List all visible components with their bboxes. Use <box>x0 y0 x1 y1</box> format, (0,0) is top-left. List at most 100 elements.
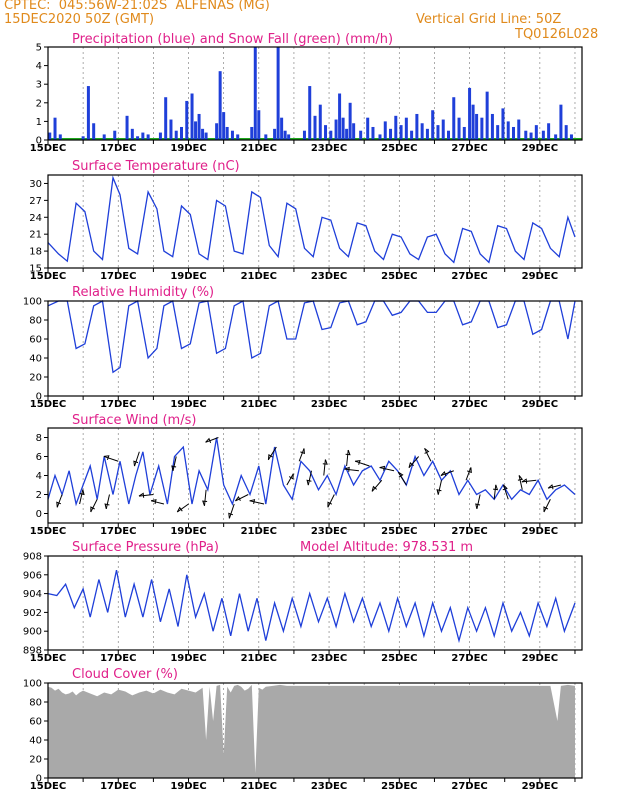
wind-arrow-head <box>205 437 212 443</box>
wind-arrow-head <box>322 459 328 465</box>
pressure-xtick-label: 15DEC <box>30 653 66 664</box>
precip-bar <box>302 130 306 140</box>
precip-bar <box>352 123 356 140</box>
cloud-xtick-label: 27DEC <box>451 781 487 792</box>
cloud-ytick-label: 100 <box>23 679 42 690</box>
precip-bar <box>420 123 424 140</box>
wind-xtick-label: 15DEC <box>30 526 66 537</box>
rh-xtick-label: 19DEC <box>170 399 206 410</box>
precip-bar <box>425 128 429 140</box>
wind-arrow-head <box>493 484 499 491</box>
pressure-ytick-label: 908 <box>23 552 42 563</box>
precip-xtick-label: 17DEC <box>100 143 136 154</box>
cloud-xtick-label: 25DEC <box>381 781 417 792</box>
precip-bar <box>534 125 538 140</box>
precip-bar <box>475 113 479 140</box>
precip-bar <box>273 128 277 140</box>
wind-arrow-head <box>56 501 62 508</box>
wind-arrow-head <box>104 503 110 510</box>
temp-ytick-label: 27 <box>29 196 42 207</box>
rh-ytick-label: 60 <box>29 335 42 346</box>
precip-bar <box>236 134 240 140</box>
precip-bar <box>81 136 85 140</box>
wind-arrow-head <box>288 473 294 480</box>
wind-arrow <box>408 456 420 469</box>
precip-bar <box>441 119 445 140</box>
temp-xtick-label: 17DEC <box>100 271 136 282</box>
precip-bar <box>197 113 201 140</box>
precip-bar <box>554 134 558 140</box>
rh-xtick-label: 15DEC <box>30 399 66 410</box>
run-code: TQ0126L028 <box>515 27 599 42</box>
wind-arrow-head <box>249 499 256 505</box>
wind-arrow-head <box>379 465 386 471</box>
wind-arrow <box>371 479 383 492</box>
temp-xtick-label: 25DEC <box>381 271 417 282</box>
wind-arrow <box>346 449 349 467</box>
pressure-ytick-label: 904 <box>23 589 42 600</box>
wind-ytick-label: 0 <box>36 509 42 520</box>
precip-bar <box>113 130 117 140</box>
precip-bar <box>130 128 134 140</box>
pressure-ytick-label: 898 <box>23 646 42 657</box>
temp-series-line <box>47 175 576 264</box>
precip-bar <box>410 130 414 140</box>
precip-bar <box>264 134 268 140</box>
precip-bar <box>324 125 328 140</box>
pressure-xtick-label: 23DEC <box>311 653 347 664</box>
wind-arrow <box>172 456 177 472</box>
wind-arrow <box>235 494 249 502</box>
precip-bar <box>334 119 338 140</box>
wind-arrow <box>103 455 119 462</box>
temp-ytick-label: 15 <box>29 264 42 275</box>
rh-series-line <box>47 299 576 374</box>
wind-arrow-head <box>90 506 95 513</box>
wind-arrow-head <box>103 455 110 461</box>
pressure-series-line <box>47 569 576 644</box>
rh-xtick-label: 17DEC <box>100 399 136 410</box>
wind-arrow-head <box>543 506 549 512</box>
pressure-ytick-label: 906 <box>23 570 42 581</box>
wind-arrow <box>440 470 454 477</box>
wind-xtick-label: 27DEC <box>451 526 487 537</box>
precip-bar <box>185 100 189 140</box>
precip-bar <box>415 113 419 140</box>
precip-bar <box>366 117 370 140</box>
precip-ytick-label: 0 <box>36 136 42 147</box>
precip-bar <box>447 130 450 140</box>
wind-arrow-head <box>79 489 85 496</box>
precip-bar <box>511 126 515 140</box>
wind-arrow <box>476 494 481 510</box>
precip-bar <box>431 110 435 140</box>
precip-bar <box>457 117 461 140</box>
precip-bar <box>329 130 333 140</box>
pressure-annotation: Model Altitude: 978.531 m <box>300 540 473 555</box>
wind-arrow-head <box>306 479 312 486</box>
precip-bar <box>485 91 489 140</box>
wind-arrow <box>397 471 407 486</box>
wind-arrow <box>344 468 359 472</box>
precip-xtick-label: 23DEC <box>311 143 347 154</box>
wind-xtick-label: 25DEC <box>381 526 417 537</box>
cloud-area <box>48 684 575 778</box>
wind-arrow <box>502 484 509 500</box>
precip-bar <box>218 71 222 140</box>
wind-arrow <box>327 494 335 508</box>
precip-bar <box>468 87 472 140</box>
temp-frame <box>47 174 583 269</box>
wind-arrow <box>543 499 551 513</box>
wind-arrow-head <box>547 484 554 490</box>
precip-bar <box>490 113 494 140</box>
precip-bar <box>517 119 521 140</box>
wind-arrow-head <box>408 462 414 468</box>
pressure-xtick-label: 29DEC <box>522 653 558 664</box>
cloud-xtick-label: 17DEC <box>100 781 136 792</box>
wind-arrow <box>437 480 442 495</box>
cloud-ytick-label: 20 <box>29 755 42 766</box>
precip-bar <box>389 128 393 140</box>
wind-arrow-head <box>235 495 241 502</box>
precip-bar <box>204 132 208 140</box>
precip-bar <box>250 126 254 140</box>
temp-ytick-label: 21 <box>29 230 42 241</box>
